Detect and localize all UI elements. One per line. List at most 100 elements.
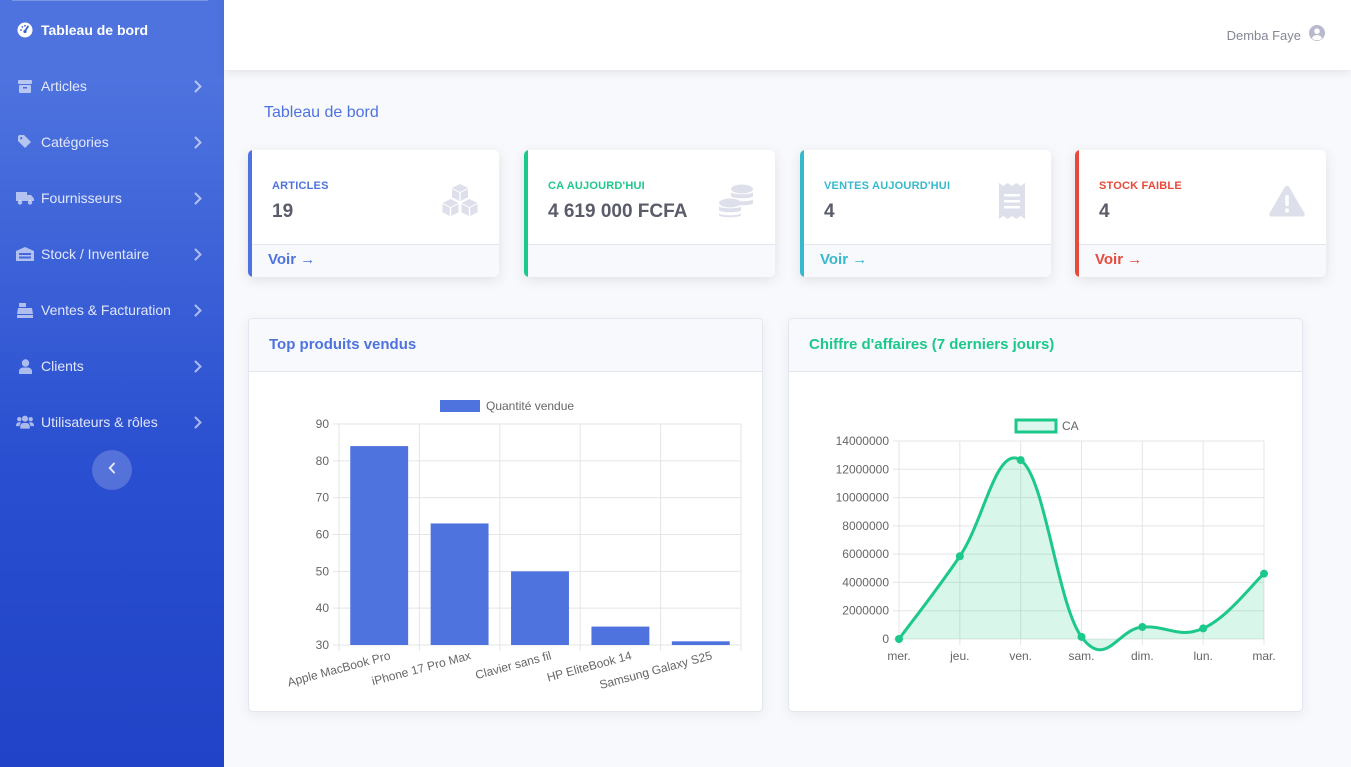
sidebar-item-sales[interactable]: Ventes & Facturation [0, 290, 224, 330]
data-point [1016, 456, 1025, 465]
line-chart: CA 0 2000000 4000000 6000000 8000000 10000000 1… [836, 418, 1276, 663]
chevron-right-icon [194, 247, 206, 261]
user-circle-icon [1309, 25, 1325, 46]
sidebar-item-label: Tableau de bord [41, 22, 149, 38]
sidebar-item-articles[interactable]: Articles [0, 66, 224, 106]
card-label: Articles [272, 180, 329, 192]
card-articles: Articles 19 Voir → [248, 150, 499, 277]
sidebar-item-label: Ventes & Facturation [41, 302, 171, 318]
bar [591, 626, 650, 645]
user-menu[interactable]: Demba Faye [1227, 25, 1325, 46]
x-tick-label: ven. [1009, 649, 1032, 663]
sidebar-toggle-button[interactable] [92, 450, 132, 490]
card-footer: Voir → [804, 244, 1051, 277]
card-accent-bar [1075, 150, 1079, 277]
y-tick-label: 12000000 [836, 462, 890, 476]
sidebar-item-label: Utilisateurs & rôles [41, 414, 158, 430]
card-footer: Voir → [1079, 244, 1326, 277]
y-tick-label: 50 [316, 564, 330, 578]
sidebar-item-users-roles[interactable]: Utilisateurs & rôles [0, 402, 224, 442]
card-view-link[interactable]: Voir → [268, 251, 316, 268]
panel-title: Chiffre d'affaires (7 derniers jours) [809, 336, 1055, 353]
y-tick-label: 6000000 [842, 547, 889, 561]
legend-label: Quantité vendue [486, 399, 574, 413]
chevron-right-icon [194, 191, 206, 205]
chart-legend: Quantité vendue [440, 399, 574, 413]
bar [671, 641, 730, 645]
receipt-icon [993, 182, 1031, 220]
sidebar-divider [12, 0, 208, 1]
panel-header: Top produits vendus [249, 319, 762, 372]
x-tick-label: sam. [1068, 649, 1094, 663]
y-tick-label: 4000000 [842, 575, 889, 589]
sidebar-item-suppliers[interactable]: Fournisseurs [0, 178, 224, 218]
x-tick-label: mar. [1252, 649, 1275, 663]
chevron-right-icon [194, 359, 206, 373]
card-view-link[interactable]: Voir → [1095, 251, 1143, 268]
panel-revenue: Chiffre d'affaires (7 derniers jours) CA… [788, 318, 1303, 712]
card-low-stock: Stock faible 4 Voir → [1075, 150, 1326, 277]
card-value: 4 [1099, 201, 1110, 222]
card-value: 4 [824, 201, 835, 222]
x-tick-label: mer. [887, 649, 910, 663]
users-icon [16, 413, 34, 431]
data-point [1077, 632, 1086, 641]
chevron-right-icon [194, 135, 206, 149]
coins-icon [717, 182, 755, 220]
x-tick-label: lun. [1193, 649, 1212, 663]
y-tick-label: 14000000 [836, 434, 890, 448]
warehouse-icon [16, 245, 34, 263]
y-tick-label: 90 [316, 417, 330, 431]
x-tick-label: dim. [1131, 649, 1154, 663]
y-tick-label: 80 [316, 454, 330, 468]
sidebar-item-clients[interactable]: Clients [0, 346, 224, 386]
bar [430, 523, 489, 645]
legend-label: CA [1062, 419, 1079, 433]
bar [350, 446, 409, 645]
box-icon [16, 77, 34, 95]
card-sales-today: Ventes aujourd'hui 4 Voir → [800, 150, 1051, 277]
cubes-icon [441, 182, 479, 220]
x-tick-label: jeu. [949, 649, 969, 663]
user-icon [16, 357, 34, 375]
legend-swatch [440, 400, 480, 412]
chevron-right-icon [194, 415, 206, 429]
card-label: CA aujourd'hui [548, 180, 645, 192]
card-accent-bar [248, 150, 252, 277]
card-accent-bar [524, 150, 528, 277]
topbar: Demba Faye [224, 0, 1351, 70]
chart-legend: CA [1014, 418, 1079, 434]
sidebar-item-categories[interactable]: Catégories [0, 122, 224, 162]
card-revenue-today: CA aujourd'hui 4 619 000 FCFA [524, 150, 775, 277]
y-tick-label: 40 [316, 601, 330, 615]
card-footer [528, 244, 775, 277]
y-tick-label: 8000000 [842, 519, 889, 533]
line-area [899, 457, 1264, 650]
x-tick-label: Clavier sans fil [474, 648, 553, 682]
data-point [955, 552, 964, 561]
bar [511, 571, 569, 645]
y-tick-label: 10000000 [836, 491, 890, 505]
dashboard-icon [16, 21, 34, 39]
sidebar-item-label: Clients [41, 358, 84, 374]
sidebar-item-stock[interactable]: Stock / Inventaire [0, 234, 224, 274]
sidebar: Tableau de bord Articles Catégories Four… [0, 0, 224, 767]
y-tick-label: 30 [316, 638, 330, 652]
panel-title: Top produits vendus [269, 336, 417, 353]
card-value: 19 [272, 201, 294, 222]
user-name: Demba Faye [1226, 28, 1301, 43]
cash-register-icon [16, 301, 34, 319]
card-footer: Voir → [252, 244, 499, 277]
card-view-link[interactable]: Voir → [820, 251, 868, 268]
sidebar-item-label: Fournisseurs [41, 190, 122, 206]
chevron-right-icon [194, 303, 206, 317]
chevron-left-icon [108, 461, 116, 479]
data-point [1199, 624, 1208, 633]
sidebar-item-label: Catégories [41, 134, 109, 150]
y-tick-label: 2000000 [842, 604, 889, 618]
data-point [1138, 622, 1147, 631]
data-point [895, 635, 903, 643]
legend-swatch [1014, 418, 1058, 434]
sidebar-item-dashboard[interactable]: Tableau de bord [0, 10, 224, 50]
